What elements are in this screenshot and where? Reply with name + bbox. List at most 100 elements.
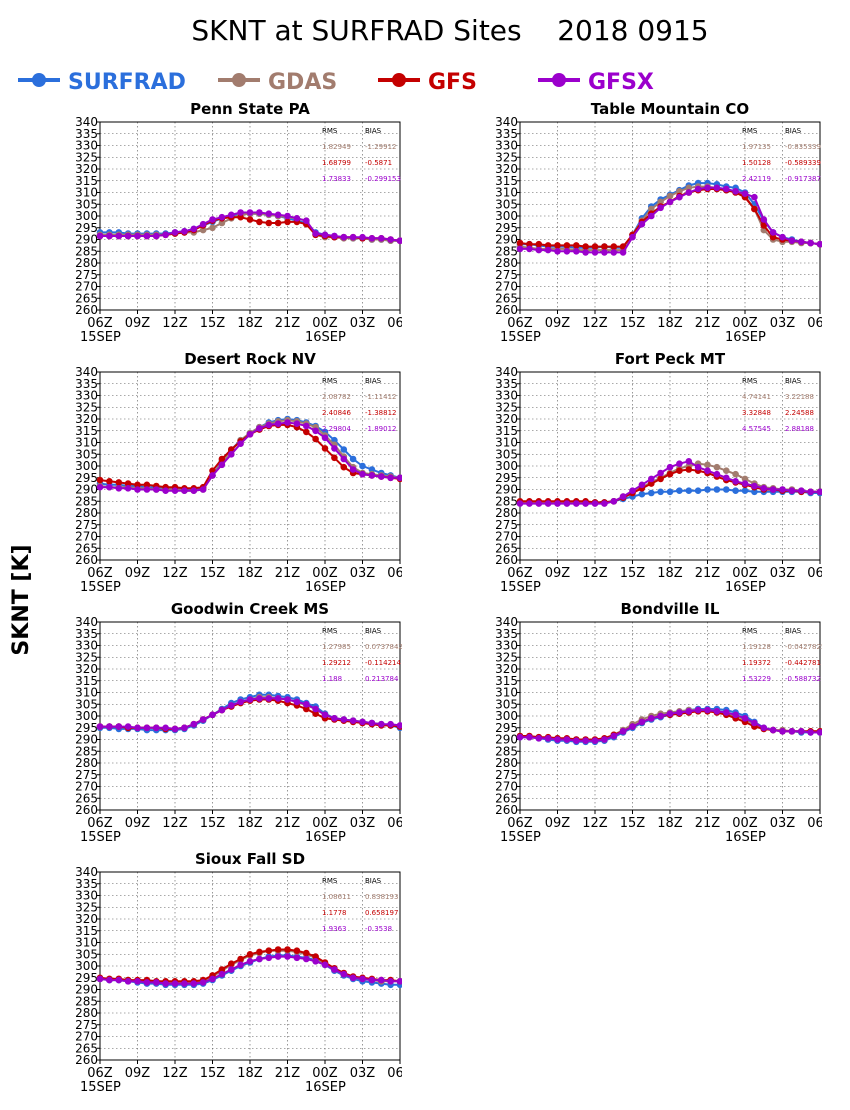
data-point: [638, 481, 646, 489]
data-point: [115, 723, 123, 730]
x-tick-label: 18Z: [657, 816, 683, 831]
y-tick-label: 295: [75, 971, 98, 985]
data-point: [218, 219, 226, 227]
x-tick-label: 09Z: [125, 816, 151, 831]
data-point: [563, 500, 571, 507]
stats-rms-value: 2.29804: [322, 425, 351, 433]
stats-rms-value: 4.74141: [742, 393, 771, 401]
data-point: [190, 720, 198, 728]
y-tick-label: 310: [75, 186, 98, 200]
data-point: [582, 243, 589, 250]
data-point: [237, 698, 244, 706]
data-point: [115, 976, 123, 984]
stats-bias-value: -0.114214: [365, 659, 401, 667]
legend-marker: [552, 73, 566, 87]
y-tick-label: 270: [495, 280, 518, 294]
data-point: [359, 233, 366, 241]
data-point: [676, 193, 683, 201]
legend-label: GFS: [428, 70, 477, 95]
y-tick-label: 300: [75, 459, 98, 473]
data-point: [265, 695, 273, 702]
stats-bias-value: 0.838193: [365, 893, 398, 901]
data-point: [312, 230, 319, 237]
data-point: [713, 470, 721, 478]
data-point: [694, 706, 702, 714]
data-point: [378, 473, 385, 480]
y-tick-label: 335: [75, 127, 98, 141]
legend-label: GDAS: [268, 70, 337, 95]
data-point: [96, 723, 104, 730]
data-point: [666, 463, 674, 471]
chart-title: Sioux Fall SD: [195, 850, 305, 868]
y-tick-label: 265: [75, 1041, 98, 1055]
y-tick-label: 310: [495, 686, 518, 700]
x-tick-label: 21Z: [275, 316, 301, 331]
data-point: [303, 955, 310, 963]
data-point: [134, 481, 141, 489]
stats-header-bias: BIAS: [785, 627, 802, 635]
y-tick-label: 295: [75, 471, 98, 485]
series-gfsx: [96, 419, 402, 494]
date-label: 16SEP: [305, 1080, 346, 1095]
data-point: [666, 470, 674, 478]
chart-title: Bondville IL: [621, 600, 720, 618]
data-point: [638, 220, 646, 228]
y-axis-label: SKNT [K]: [9, 544, 34, 655]
x-tick-label: 06Z: [87, 566, 113, 581]
x-tick-label: 18Z: [237, 816, 263, 831]
stats-rms-value: 1.50128: [742, 159, 771, 167]
data-point: [228, 960, 235, 967]
data-point: [96, 232, 104, 240]
data-point: [340, 455, 348, 463]
stats-header-bias: BIAS: [785, 377, 802, 385]
series-gfsx: [96, 695, 402, 733]
x-tick-label: 00Z: [312, 816, 338, 831]
y-tick-label: 260: [75, 803, 98, 817]
chart-title: Fort Peck MT: [615, 350, 726, 368]
data-point: [601, 736, 608, 743]
data-point: [359, 462, 366, 470]
y-tick-label: 325: [75, 900, 98, 914]
data-point: [732, 470, 739, 478]
data-point: [648, 212, 655, 220]
data-point: [648, 205, 655, 213]
data-point: [181, 228, 188, 235]
y-tick-label: 300: [495, 709, 518, 723]
stats-block: RMS BIAS 1.19128 -0.0427825 1.19372 -0.442781…: [742, 627, 822, 683]
data-point: [237, 961, 244, 969]
data-point: [732, 188, 739, 195]
data-point: [143, 481, 151, 489]
data-point: [788, 728, 796, 735]
x-tick-label: 03Z: [770, 816, 796, 831]
data-point: [704, 467, 711, 474]
legend-item-gdas: GDAS: [218, 70, 337, 95]
data-point: [274, 953, 282, 960]
data-point: [96, 476, 104, 484]
x-tick-label: 09Z: [545, 816, 571, 831]
data-point: [293, 215, 301, 222]
stats-bias-value: -0.5871: [365, 159, 392, 167]
x-tick-label: 15Z: [620, 566, 646, 581]
data-point: [368, 976, 376, 984]
x-tick-label: 03Z: [350, 316, 376, 331]
y-tick-label: 265: [75, 291, 98, 305]
series-gdas: [516, 183, 822, 254]
data-point: [573, 242, 580, 249]
y-tick-label: 265: [495, 541, 518, 555]
data-point: [685, 184, 693, 192]
stats-bias-value: -0.442781: [785, 659, 821, 667]
data-point: [124, 480, 132, 487]
data-point: [303, 705, 310, 713]
y-tick-label: 260: [495, 303, 518, 317]
y-tick-label: 275: [495, 518, 518, 532]
data-point: [143, 724, 151, 732]
data-point: [779, 233, 786, 241]
data-point: [209, 711, 216, 719]
data-point: [769, 486, 777, 493]
data-point: [237, 440, 244, 447]
data-point: [303, 701, 310, 708]
data-point: [676, 709, 683, 716]
data-point: [218, 455, 226, 463]
x-tick-label: 21Z: [275, 816, 301, 831]
data-point: [582, 249, 589, 256]
